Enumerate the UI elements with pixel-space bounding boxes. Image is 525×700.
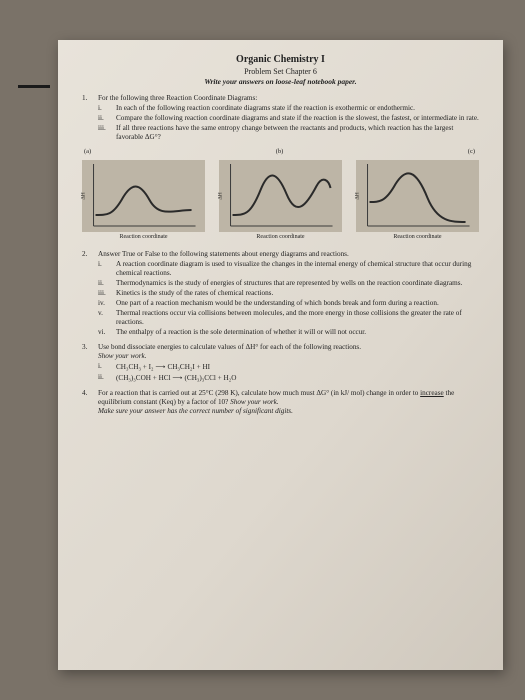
q2-iv: One part of a reaction mechanism would b… (116, 299, 479, 308)
curve-a-svg (82, 160, 205, 232)
q2-vi-num: vi. (98, 328, 116, 337)
q3-ii-eq: (CH₃)₃COH + HCl ⟶ (CH₃)₃CCl + H₂O (116, 373, 479, 383)
q2-iv-num: iv. (98, 299, 116, 308)
q1-ii-num: ii. (98, 114, 116, 123)
diagram-label-a: (a) (84, 148, 91, 156)
q3-number: 3. (82, 343, 98, 383)
question-4: 4. For a reaction that is carried out at… (82, 389, 479, 416)
q1-i: In each of the following reaction coordi… (116, 104, 479, 113)
q2-intro: Answer True or False to the following st… (98, 250, 479, 259)
diagram-label-c: (c) (468, 148, 475, 156)
worksheet-paper: Organic Chemistry I Problem Set Chapter … (58, 40, 503, 670)
x-axis-label-c: Reaction coordinate (356, 234, 479, 242)
q4-note: Make sure your answer has the correct nu… (98, 407, 479, 416)
q3-i-left: CH₃CH₃ + I₂ (116, 363, 154, 371)
x-axis-label-a: Reaction coordinate (82, 234, 205, 242)
question-2: 2. Answer True or False to the following… (82, 250, 479, 337)
q3-intro: Use bond dissociate energies to calculat… (98, 343, 479, 352)
curve-a-path (96, 187, 192, 216)
q3-i-num: i. (98, 362, 116, 372)
q2-iii: Kinetics is the study of the rates of ch… (116, 289, 479, 298)
q4-show: Show your work. (230, 398, 279, 406)
q2-vi: The enthalpy of a reaction is the sole d… (116, 328, 479, 337)
q3-ii-num: ii. (98, 373, 116, 383)
arrow-icon: ⟶ (155, 362, 165, 371)
course-title: Organic Chemistry I (82, 54, 479, 67)
q1-ii: Compare the following reaction coordinat… (116, 114, 479, 123)
q2-i-num: i. (98, 260, 116, 278)
question-1: 1. For the following three Reaction Coor… (82, 94, 479, 142)
q2-number: 2. (82, 250, 98, 337)
question-3: 3. Use bond dissociate energies to calcu… (82, 343, 479, 383)
curve-c-path (369, 173, 465, 222)
curve-b-path (233, 175, 331, 215)
x-axis-label-b: Reaction coordinate (219, 234, 342, 242)
reaction-diagrams: ΔH Reaction coordinate ΔH Reaction coord… (82, 160, 479, 242)
q3-i-eq: CH₃CH₃ + I₂ ⟶ CH₃CH₂I + HI (116, 362, 479, 372)
q4-text-a: For a reaction that is carried out at 25… (98, 389, 420, 397)
q1-iii: If all three reactions have the same ent… (116, 124, 479, 142)
problem-set: Problem Set Chapter 6 (82, 67, 479, 77)
arrow-icon: ⟶ (172, 373, 182, 382)
q2-ii-num: ii. (98, 279, 116, 288)
instruction: Write your answers on loose-leaf noteboo… (82, 77, 479, 86)
q3-ii-right: (CH₃)₃CCl + H₂O (185, 374, 237, 382)
diagram-b: ΔH Reaction coordinate (219, 160, 342, 242)
q3-ii-left: (CH₃)₃COH + HCl (116, 374, 171, 382)
diagram-label-b: (b) (276, 148, 284, 156)
margin-dash (18, 85, 50, 88)
diagram-a: ΔH Reaction coordinate (82, 160, 205, 242)
q1-number: 1. (82, 94, 98, 142)
q1-intro: For the following three Reaction Coordin… (98, 94, 479, 103)
diagram-c: ΔH Reaction coordinate (356, 160, 479, 242)
q3-show: Show your work. (98, 352, 479, 361)
q2-ii: Thermodynamics is the study of energies … (116, 279, 479, 288)
curve-c-svg (356, 160, 479, 232)
header: Organic Chemistry I Problem Set Chapter … (82, 54, 479, 86)
q2-v: Thermal reactions occur via collisions b… (116, 309, 479, 327)
q1-i-num: i. (98, 104, 116, 113)
curve-b-svg (219, 160, 342, 232)
q2-v-num: v. (98, 309, 116, 327)
q1-iii-num: iii. (98, 124, 116, 142)
q4-number: 4. (82, 389, 98, 416)
q3-i-right: CH₃CH₂I + HI (167, 363, 210, 371)
q4-underline: increase (420, 389, 444, 397)
q2-iii-num: iii. (98, 289, 116, 298)
q2-i: A reaction coordinate diagram is used to… (116, 260, 479, 278)
